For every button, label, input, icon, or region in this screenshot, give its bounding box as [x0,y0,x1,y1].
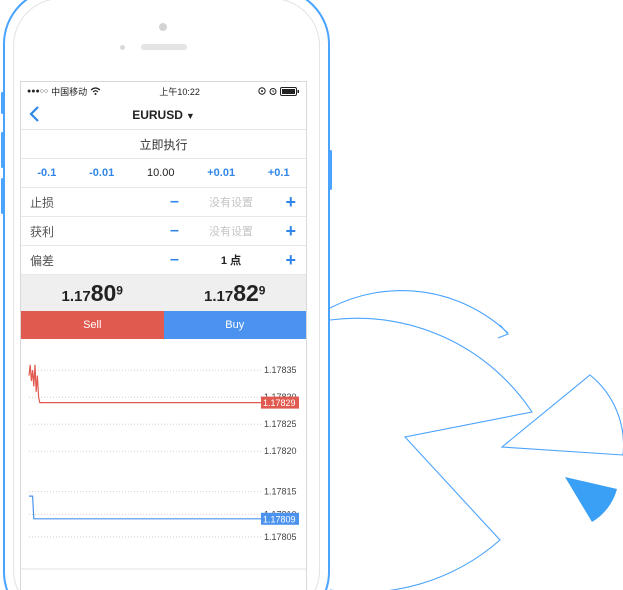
volume-stepper: -0.1 -0.01 10.00 +0.01 +0.1 [21,159,306,188]
action-row: Sell Buy [21,311,306,339]
price-line-0 [28,364,261,404]
quote-row: 1.17809 1.17829 [21,275,306,311]
y-tick-label: 1.17835 [264,365,297,375]
buy-price-prefix: 1.17 [204,287,234,305]
current-price-badge [261,396,299,409]
volume-value[interactable]: 10.00 [146,167,175,179]
phone-bezel [13,0,320,590]
battery-icon [280,86,299,96]
symbol-label: EURUSD [132,107,183,122]
sell-button[interactable]: Sell [21,311,164,339]
deviation-row: 偏差 – 1 点 + [21,246,306,275]
decorative-arc [329,290,509,334]
tick-chart: 1.178351.178301.178251.178201.178291.178… [21,364,306,570]
buy-button[interactable]: Buy [163,311,306,339]
take-profit-plus-button[interactable]: + [285,220,296,241]
sell-price-prefix: 1.17 [61,287,91,305]
volume-minus-0.01-button[interactable]: -0.01 [89,167,115,179]
volume-plus-0.1-button[interactable]: +0.1 [267,167,290,179]
sell-price-sup: 9 [116,283,123,298]
stop-loss-value[interactable]: 没有设置 [209,197,253,209]
signal-icon: ●●●○○ [27,87,49,95]
mute-switch [1,92,4,114]
sell-price-big: 80 [90,279,117,306]
earpiece-speaker [141,44,187,50]
navigation-bar: EURUSD ▼ [21,100,306,130]
stop-loss-label: 止损 [30,195,55,210]
clock: 上午10:22 [159,86,200,97]
buy-price-big: 82 [233,279,259,306]
volume-up-button [1,132,4,168]
buy-price: 1.17829 [164,280,307,307]
y-tick-label: 1.17820 [264,446,297,456]
symbol-selector[interactable]: EURUSD ▼ [132,106,195,124]
take-profit-value[interactable]: 没有设置 [209,226,253,238]
stop-loss-plus-button[interactable]: + [285,191,296,212]
deviation-plus-button[interactable]: + [285,249,296,270]
app-screen: ●●●○○ 中国移动 上午10:22 EURUSD ▼ 立即执行 -0.1 -0.… [20,81,307,590]
take-profit-label: 获利 [30,224,55,239]
deviation-label: 偏差 [30,253,55,268]
power-button [329,150,332,190]
execution-mode-selector[interactable]: 立即执行 [21,130,306,159]
execution-mode-label: 立即执行 [139,137,188,152]
price-line-1 [29,495,261,520]
chevron-down-icon: ▼ [185,110,195,121]
current-price-label: 1.17809 [263,514,296,524]
status-bar: ●●●○○ 中国移动 上午10:22 [21,82,306,100]
current-price-label: 1.17829 [263,398,296,408]
pie-slice-filled [565,477,617,522]
alarm-icon [269,88,277,95]
stop-loss-row: 止损 – 没有设置 + [21,188,306,217]
pie-slice-large-outline [329,317,533,590]
volume-down-button [1,178,4,214]
sell-price: 1.17809 [21,280,164,307]
proximity-sensor [120,45,125,50]
volume-plus-0.01-button[interactable]: +0.01 [207,167,236,179]
back-button[interactable] [28,105,40,127]
y-tick-label: 1.17825 [264,419,297,429]
take-profit-minus-button[interactable]: – [170,222,179,239]
y-tick-label: 1.17805 [264,532,297,542]
front-camera [159,23,167,31]
chevron-left-icon [29,106,39,122]
volume-minus-0.1-button[interactable]: -0.1 [37,167,57,179]
stop-loss-minus-button[interactable]: – [170,193,179,210]
deviation-minus-button[interactable]: – [170,251,179,268]
pie-slice-outline [500,374,623,456]
current-price-badge [261,512,299,525]
y-tick-label: 1.17815 [264,487,297,497]
wifi-icon [90,87,101,95]
carrier-label: 中国移动 [51,86,88,97]
arc-arrow-icon [497,324,509,339]
buy-price-sup: 9 [258,283,266,298]
take-profit-row: 获利 – 没有设置 + [21,217,306,246]
deviation-value[interactable]: 1 点 [220,255,242,267]
lock-rotation-icon [258,87,266,95]
